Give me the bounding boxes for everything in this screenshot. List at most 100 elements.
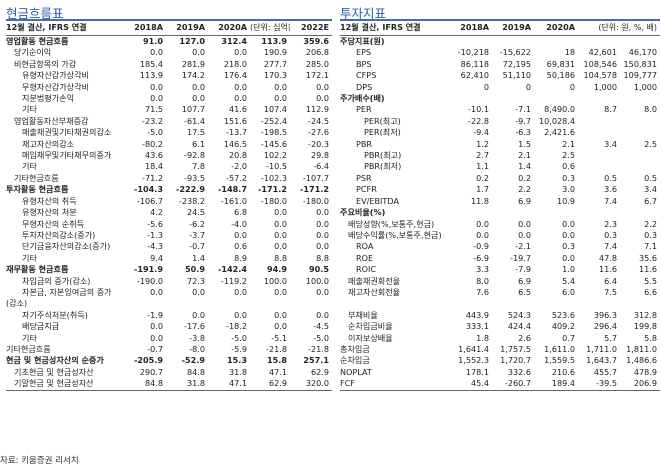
cell-value: 332.6 bbox=[507, 366, 531, 377]
row-label: PBR(최저) bbox=[364, 161, 402, 172]
table-row: 기타 71.5 107.7 41.6 107.4 112.9 bbox=[6, 104, 332, 115]
row-label: 기타 bbox=[22, 104, 37, 115]
row-label: 차입금의 증가(감소) bbox=[22, 275, 91, 286]
row-label: 투자자산의감소(증가) bbox=[22, 229, 96, 240]
row-label bbox=[340, 298, 450, 309]
row-label: 주당지표(원) bbox=[340, 36, 385, 46]
cell-value: 2.2 bbox=[518, 184, 531, 195]
cash-flow-header-row: 12월 결산, IFRS 연결 2018A 2019A 2020A (단위: 십… bbox=[6, 21, 332, 36]
cell-value: 0.7 bbox=[562, 332, 575, 343]
table-row: 유형자산의 처분 4.2 24.5 6.8 0.0 0.0 bbox=[6, 207, 332, 218]
cell-value: -119.2 bbox=[220, 275, 247, 286]
row-label: 기타 bbox=[22, 252, 37, 263]
cell-value: -0.7 bbox=[189, 241, 205, 252]
cell-value: -92.8 bbox=[184, 150, 205, 161]
cell-value: 0.0 bbox=[274, 218, 287, 229]
cell-value: 424.4 bbox=[507, 321, 531, 332]
cell-value bbox=[450, 36, 492, 48]
cell-value: 0.0 bbox=[150, 321, 163, 332]
row-label: FCF bbox=[340, 378, 450, 391]
cell-value: 102.2 bbox=[263, 150, 287, 161]
cell-value: 31.8 bbox=[166, 378, 208, 391]
table-row: FCF 45.4 -260.7 189.4 -39.5 206.9 bbox=[340, 378, 661, 391]
table-row: 무형자산감가상각비 0.0 0.0 0.0 0.0 0.0 bbox=[6, 82, 332, 93]
cell-value: 47.8 bbox=[598, 252, 617, 263]
cell-value: 8.8 bbox=[316, 252, 329, 263]
cell-value bbox=[620, 298, 660, 309]
cell-value: -61.4 bbox=[184, 115, 205, 126]
cell-value: 1.4 bbox=[518, 161, 531, 172]
cell-value: 206.9 bbox=[620, 378, 661, 391]
cell-value: 31.8 bbox=[228, 366, 247, 377]
cell-value: 218.0 bbox=[223, 58, 247, 69]
cell-value: 2.5 bbox=[644, 138, 658, 149]
row-label: ROE bbox=[356, 252, 374, 263]
cell-value: -3.7 bbox=[189, 229, 205, 240]
table-row: 기타현금흐름 -0.7 -8.0 -5.9 -21.8 -21.8 bbox=[6, 344, 332, 355]
cell-value: 6.8 bbox=[234, 207, 247, 218]
cell-value: 0.0 bbox=[274, 93, 287, 104]
row-label: 자기주식처분(취득) bbox=[22, 309, 88, 320]
cell-value bbox=[290, 298, 332, 309]
cell-value bbox=[578, 127, 620, 138]
cell-value: 0.0 bbox=[518, 229, 531, 240]
cell-value: 0.3 bbox=[562, 241, 575, 252]
cell-value: 5.5 bbox=[644, 275, 658, 286]
cell-value: 0.5 bbox=[644, 172, 658, 183]
cell-value: 109,777 bbox=[623, 70, 658, 81]
cell-value: 206.8 bbox=[305, 47, 329, 58]
row-label: 재고자산의감소 bbox=[22, 138, 75, 149]
row-label: 기타현금흐름 bbox=[6, 343, 51, 354]
cell-value: -7.9 bbox=[515, 264, 531, 275]
cell-value: 285.0 bbox=[305, 58, 329, 69]
cell-value: 11.6 bbox=[598, 264, 617, 275]
cell-value: 50.9 bbox=[185, 264, 205, 275]
cell-value: 178.1 bbox=[465, 366, 489, 377]
cell-value: 8.9 bbox=[234, 252, 247, 263]
cell-value: -21.8 bbox=[308, 343, 329, 354]
table-row: 기말현금 및 현금성자산 84.8 31.8 47.1 62.9 320.0 bbox=[6, 378, 332, 391]
row-label: CFPS bbox=[356, 70, 377, 81]
table-row: 자본금, 자본잉여금의 증가 0.0 0.0 0.0 0.0 0.0 bbox=[6, 287, 332, 298]
table-row: 영업활동자산부채증감 -23.2 -61.4 151.6 -252.4 -24.5 bbox=[6, 116, 332, 127]
cell-value: 20.8 bbox=[228, 150, 247, 161]
cell-value: 409.2 bbox=[551, 321, 575, 332]
cell-value: 174.2 bbox=[181, 70, 205, 81]
cell-value: -222.9 bbox=[176, 184, 205, 195]
cell-value: -71.2 bbox=[142, 172, 163, 183]
row-label: EV/EBITDA bbox=[356, 195, 400, 206]
cell-value: 0.3 bbox=[604, 229, 617, 240]
cell-value: 1,720.7 bbox=[500, 355, 531, 366]
table-row: 기타 0.0 -3.8 -5.0 -5.1 -5.0 bbox=[6, 333, 332, 344]
cell-value: -80.2 bbox=[142, 138, 163, 149]
cell-value: -190.0 bbox=[136, 275, 163, 286]
cell-value: -4.0 bbox=[231, 218, 247, 229]
table-row: EV/EBITDA 11.8 6.9 10.9 7.4 6.7 bbox=[340, 196, 660, 207]
row-label: 투자활동 현금흐름 bbox=[6, 184, 69, 195]
row-label: 재무활동 현금흐름 bbox=[6, 264, 69, 275]
cell-value: -6.4 bbox=[313, 161, 329, 172]
cell-value: -18.2 bbox=[226, 321, 247, 332]
table-row: 매출채권및기타채권의감소 -5.0 17.5 -13.7 -198.5 -27.6 bbox=[6, 127, 332, 138]
cell-value: 0.3 bbox=[562, 172, 575, 183]
investment-title-rule bbox=[340, 19, 660, 21]
unit-label: (단위: 십억원) bbox=[250, 21, 290, 36]
cell-value: 91.0 bbox=[143, 36, 163, 46]
cell-value: 45.4 bbox=[450, 378, 492, 391]
cell-value: -22.8 bbox=[468, 115, 489, 126]
cell-value: 0.0 bbox=[274, 321, 287, 332]
investment-header-label: 12월 결산, IFRS 연결 bbox=[340, 21, 450, 36]
table-row: 순차입금비율 333.1 424.4 409.2 296.4 199.8 bbox=[340, 321, 660, 332]
table-row: PBR(최저) 1.1 1.4 0.6 bbox=[340, 161, 660, 172]
cell-value: -10.5 bbox=[266, 161, 287, 172]
table-row: 비현금항목의 가감 185.4 281.9 218.0 277.7 285.0 bbox=[6, 59, 332, 70]
cell-value: -93.5 bbox=[184, 172, 205, 183]
row-label: (감소) bbox=[6, 298, 28, 309]
row-label: 영업활동자산부채증감 bbox=[14, 115, 89, 126]
cash-flow-header-label: 12월 결산, IFRS 연결 bbox=[6, 21, 124, 36]
cell-value: -1.9 bbox=[147, 309, 163, 320]
cell-value bbox=[208, 298, 250, 309]
cell-value: 1,757.5 bbox=[500, 343, 531, 354]
cell-value: 1,643.7 bbox=[586, 355, 617, 366]
cell-value: 333.1 bbox=[465, 321, 489, 332]
